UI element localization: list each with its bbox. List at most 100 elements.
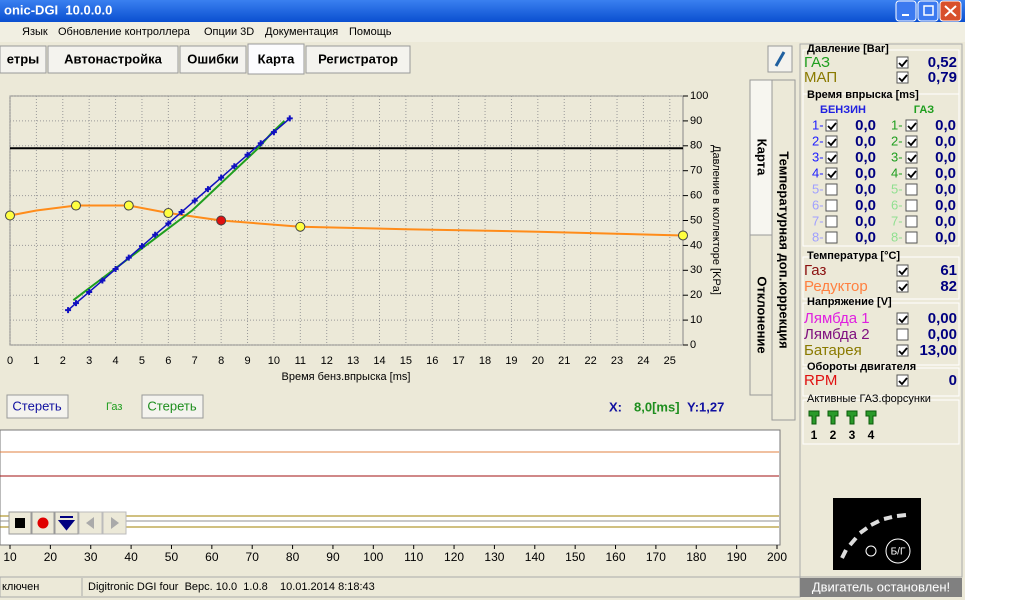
gas-label: Газ bbox=[106, 401, 122, 413]
checkbox[interactable] bbox=[905, 215, 918, 228]
status-text: ключен bbox=[2, 581, 39, 593]
side-tab-box[interactable] bbox=[749, 234, 773, 396]
check-mark bbox=[898, 267, 908, 276]
checkbox[interactable] bbox=[825, 167, 838, 180]
x-tick-label: 10 bbox=[268, 355, 280, 367]
group-box bbox=[802, 367, 960, 397]
cursor-x-value: 8,0[ms] bbox=[634, 399, 680, 414]
data-point bbox=[244, 151, 251, 158]
row-label: 1- bbox=[891, 117, 903, 132]
x-tick-label: 20 bbox=[532, 355, 544, 367]
check-mark bbox=[827, 122, 837, 131]
x-tick-label: 12 bbox=[321, 355, 333, 367]
row-label: 7- bbox=[812, 213, 824, 228]
tab[interactable] bbox=[305, 45, 411, 74]
x-tick-label: 60 bbox=[205, 550, 219, 564]
x-tick-label: 90 bbox=[326, 550, 340, 564]
row-value: 0,0 bbox=[935, 133, 956, 150]
side-tab-label: Отклонение bbox=[755, 276, 770, 353]
button-label: Стереть bbox=[12, 398, 61, 413]
tab[interactable] bbox=[47, 45, 179, 74]
indicator-label: Б/Г bbox=[891, 547, 906, 558]
checkbox[interactable] bbox=[905, 231, 918, 244]
checkbox[interactable] bbox=[825, 183, 838, 196]
tab[interactable] bbox=[179, 45, 247, 74]
checkbox[interactable] bbox=[905, 199, 918, 212]
checkbox[interactable] bbox=[905, 119, 918, 132]
y2-tick-label: 0 bbox=[690, 339, 696, 351]
checkbox[interactable] bbox=[905, 135, 918, 148]
group-box bbox=[802, 399, 960, 445]
checkbox[interactable] bbox=[905, 183, 918, 196]
injector-number: 3 bbox=[849, 428, 856, 442]
x-tick-label: 180 bbox=[686, 550, 706, 564]
x-tick-label: 190 bbox=[727, 550, 747, 564]
group-box bbox=[802, 93, 960, 247]
tab-label: етры bbox=[7, 51, 39, 66]
x-tick-label: 10 bbox=[3, 550, 17, 564]
x-tick-label: 120 bbox=[444, 550, 464, 564]
data-point bbox=[138, 243, 145, 250]
data-line bbox=[72, 120, 286, 301]
row-label: 2- bbox=[812, 133, 824, 148]
stop-icon bbox=[15, 518, 25, 528]
checkbox[interactable] bbox=[825, 135, 838, 148]
row-value: 0 bbox=[949, 372, 957, 389]
data-point bbox=[231, 163, 238, 170]
row-label: Лямбда 2 bbox=[804, 326, 870, 343]
checkbox[interactable] bbox=[825, 231, 838, 244]
x-tick-label: 30 bbox=[84, 550, 98, 564]
clear-button[interactable] bbox=[6, 394, 69, 419]
row-label: 2- bbox=[891, 133, 903, 148]
row-label: 4- bbox=[891, 165, 903, 180]
row-label: ГАЗ bbox=[804, 54, 830, 71]
checkbox[interactable] bbox=[896, 344, 909, 357]
checkbox[interactable] bbox=[905, 151, 918, 164]
x-tick-label: 70 bbox=[246, 550, 260, 564]
minimize-button[interactable] bbox=[895, 0, 917, 22]
checkbox[interactable] bbox=[825, 119, 838, 132]
side-tab-label: Температурная доп.коррекция bbox=[777, 151, 792, 348]
next-icon bbox=[111, 517, 119, 529]
clear-button[interactable] bbox=[141, 394, 204, 419]
injector-icon bbox=[846, 410, 858, 425]
checkbox[interactable] bbox=[896, 71, 909, 84]
checkbox[interactable] bbox=[896, 374, 909, 387]
x-tick-label: 24 bbox=[637, 355, 649, 367]
x-tick-label: 50 bbox=[165, 550, 179, 564]
row-value: 0,0 bbox=[935, 181, 956, 198]
row-value: 0,0 bbox=[855, 133, 876, 150]
row-value: 0,79 bbox=[928, 69, 957, 86]
checkbox[interactable] bbox=[825, 215, 838, 228]
x-tick-label: 8 bbox=[218, 355, 224, 367]
group-title: Обороты двигателя bbox=[807, 361, 916, 373]
checkbox[interactable] bbox=[825, 199, 838, 212]
x-tick-label: 7 bbox=[192, 355, 198, 367]
indicator-dot bbox=[865, 545, 877, 557]
checkbox[interactable] bbox=[896, 280, 909, 293]
indicator-bars bbox=[840, 513, 907, 559]
checkbox[interactable] bbox=[825, 151, 838, 164]
x-tick-label: 22 bbox=[585, 355, 597, 367]
tab[interactable] bbox=[0, 45, 47, 74]
checkbox[interactable] bbox=[905, 167, 918, 180]
check-mark bbox=[907, 170, 917, 179]
tab[interactable] bbox=[247, 43, 305, 75]
row-label: Батарея bbox=[804, 342, 862, 359]
maximize-button[interactable] bbox=[917, 0, 939, 22]
group-title: Температура [°C] bbox=[807, 250, 900, 262]
data-line bbox=[9, 204, 684, 237]
data-point bbox=[70, 200, 81, 211]
checkbox[interactable] bbox=[896, 312, 909, 325]
row-value: 0,0 bbox=[855, 117, 876, 134]
row-label: 3- bbox=[891, 149, 903, 164]
row-value: 0,0 bbox=[855, 181, 876, 198]
x-tick-label: 2 bbox=[60, 355, 66, 367]
row-label: 5- bbox=[891, 181, 903, 196]
checkbox[interactable] bbox=[896, 56, 909, 69]
checkbox[interactable] bbox=[896, 264, 909, 277]
tool-icon bbox=[774, 51, 786, 67]
checkbox[interactable] bbox=[896, 328, 909, 341]
row-label: 8- bbox=[812, 229, 824, 244]
x-tick-label: 40 bbox=[124, 550, 138, 564]
